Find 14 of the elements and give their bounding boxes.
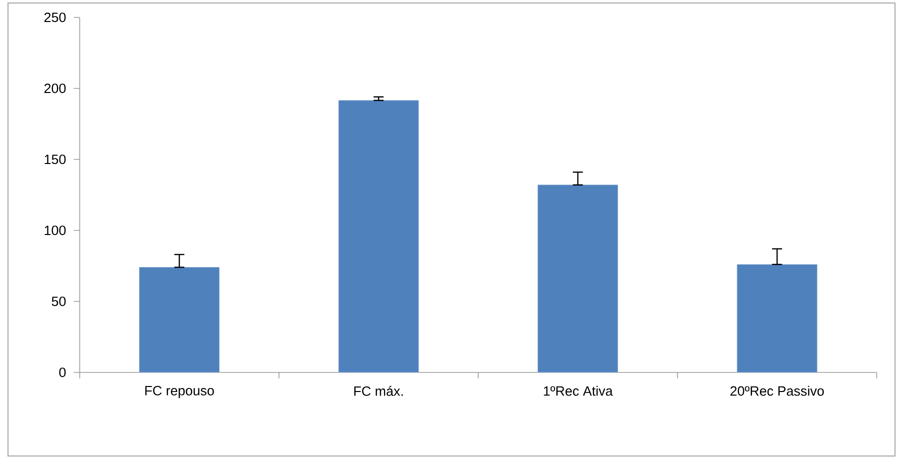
y-tick-label: 200 — [44, 84, 66, 94]
bar — [139, 267, 220, 373]
x-tick-label: 20ºRec Passivo — [730, 386, 824, 396]
x-tick-label: FC máx. — [354, 386, 403, 396]
y-tick-label: 100 — [44, 226, 66, 236]
y-tick-label: 150 — [44, 154, 66, 164]
bar — [736, 264, 818, 373]
x-tick-label: 1ºRec Ativa — [544, 386, 613, 396]
y-tick-label: 50 — [52, 296, 66, 306]
bar — [338, 100, 419, 373]
bar — [538, 184, 618, 373]
y-tick-label: 0 — [59, 368, 66, 378]
y-tick-label: 250 — [44, 12, 66, 22]
x-tick-label: FC repouso — [145, 386, 214, 398]
